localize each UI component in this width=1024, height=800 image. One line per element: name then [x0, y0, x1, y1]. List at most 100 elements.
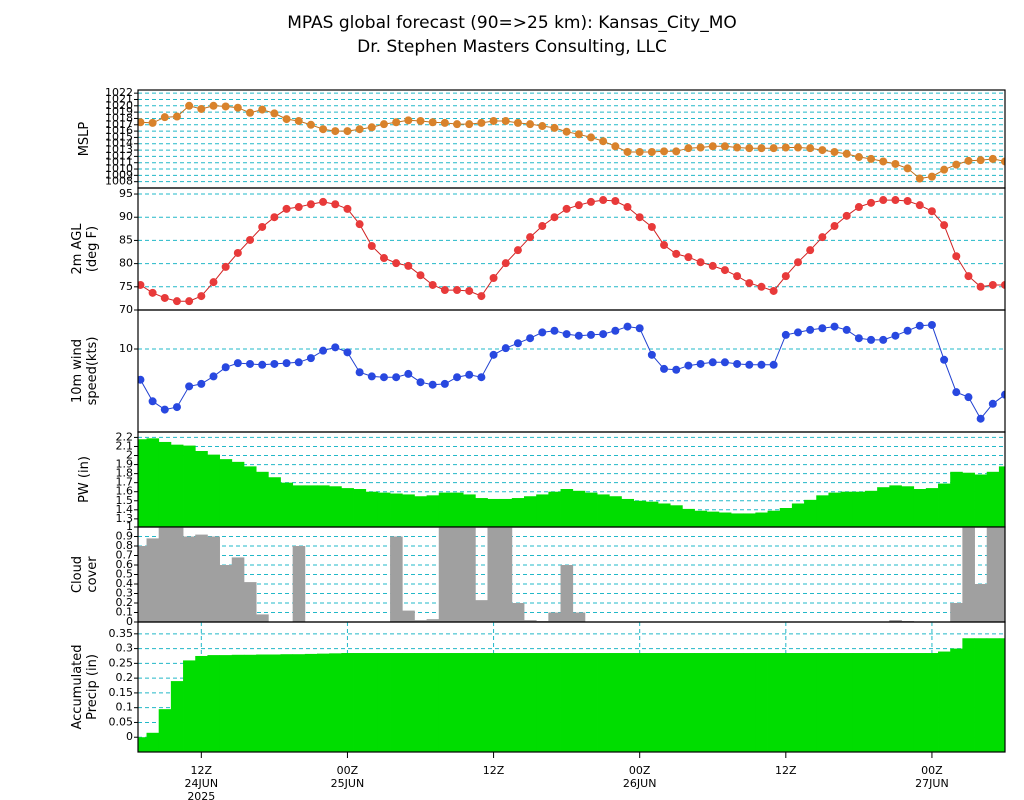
- bar: [633, 653, 647, 752]
- data-point: [623, 147, 632, 156]
- data-point: [964, 393, 973, 402]
- data-point: [465, 120, 474, 129]
- y-axis-label: PW (in): [77, 456, 92, 503]
- data-point: [258, 105, 267, 114]
- data-point: [806, 246, 815, 255]
- bar: [816, 495, 829, 527]
- data-point: [976, 282, 985, 291]
- data-point: [331, 343, 340, 352]
- y-axis-label: (deg F): [85, 226, 100, 272]
- data-point: [793, 328, 802, 337]
- data-point: [879, 335, 888, 344]
- bar: [791, 653, 805, 752]
- x-tick-label: 24JUN: [185, 777, 219, 790]
- data-point: [550, 123, 559, 132]
- data-point: [379, 254, 388, 263]
- data-point: [538, 122, 547, 131]
- y-tick-label: 75: [119, 280, 133, 293]
- bar: [146, 732, 160, 752]
- bar: [414, 620, 427, 622]
- bar: [791, 503, 805, 527]
- y-tick-label: 0.9: [116, 530, 134, 543]
- data-point: [793, 258, 802, 267]
- bar: [219, 459, 233, 527]
- bar: [572, 653, 586, 752]
- bar: [670, 505, 683, 527]
- bar: [231, 461, 245, 527]
- x-tick-label: 27JUN: [915, 777, 949, 790]
- bar: [450, 653, 464, 752]
- bar: [231, 654, 245, 752]
- data-point: [526, 233, 535, 242]
- bar: [292, 654, 306, 752]
- data-point: [416, 378, 425, 387]
- data-point: [453, 286, 462, 295]
- bar: [950, 603, 963, 622]
- data-point: [623, 322, 632, 331]
- bar: [304, 485, 318, 527]
- data-point: [830, 147, 839, 156]
- bar: [499, 527, 513, 622]
- bar: [183, 660, 196, 752]
- data-point: [769, 286, 778, 295]
- y-tick-label: 1.5: [116, 494, 134, 507]
- data-point: [684, 253, 693, 262]
- bar: [816, 653, 829, 752]
- bar: [207, 454, 220, 527]
- data-point: [172, 403, 181, 412]
- panel-frame: [137, 187, 1006, 311]
- y-tick-label: 1020: [105, 99, 133, 112]
- bar: [499, 498, 513, 527]
- series-line: [140, 105, 1005, 180]
- bar: [901, 653, 915, 752]
- bar: [584, 492, 598, 527]
- bar: [292, 485, 306, 527]
- y-tick-label: 1017: [105, 118, 133, 131]
- bar: [536, 653, 549, 752]
- data-point: [465, 370, 474, 379]
- bar: [889, 620, 902, 622]
- bar: [852, 491, 866, 527]
- data-point: [331, 200, 340, 209]
- bar: [609, 653, 622, 752]
- data-point: [379, 373, 388, 382]
- bar: [998, 466, 1005, 527]
- data-point: [915, 201, 924, 210]
- bar: [804, 653, 817, 752]
- data-point: [416, 116, 425, 125]
- bar: [560, 565, 574, 622]
- data-point: [428, 280, 437, 289]
- y-tick-label: 0.2: [116, 671, 134, 684]
- bar: [524, 496, 537, 527]
- y-tick-label: 0.05: [109, 715, 134, 728]
- data-point: [599, 137, 608, 146]
- bar: [317, 653, 330, 752]
- bar: [706, 511, 720, 527]
- data-point: [258, 222, 267, 231]
- data-point: [940, 355, 949, 364]
- bar: [499, 653, 513, 752]
- data-point: [294, 116, 303, 125]
- bar: [938, 483, 951, 527]
- data-point: [428, 380, 437, 389]
- data-point: [708, 261, 717, 270]
- data-point: [745, 144, 754, 153]
- y-tick-label: 0.3: [116, 642, 134, 655]
- bar: [560, 489, 574, 527]
- data-point: [806, 325, 815, 334]
- data-point: [976, 156, 985, 165]
- y-tick-label: 0.15: [109, 686, 134, 699]
- data-point: [708, 358, 717, 367]
- bar: [621, 653, 635, 752]
- bar: [280, 654, 294, 752]
- data-point: [489, 273, 498, 282]
- bar: [329, 486, 342, 527]
- y-tick-label: 1.4: [116, 503, 134, 516]
- bar: [426, 619, 440, 622]
- y-tick-label: 1.3: [116, 512, 134, 525]
- data-point: [952, 388, 961, 397]
- bar: [864, 490, 878, 527]
- bar: [718, 512, 732, 527]
- bar: [268, 654, 281, 752]
- data-point: [842, 325, 851, 334]
